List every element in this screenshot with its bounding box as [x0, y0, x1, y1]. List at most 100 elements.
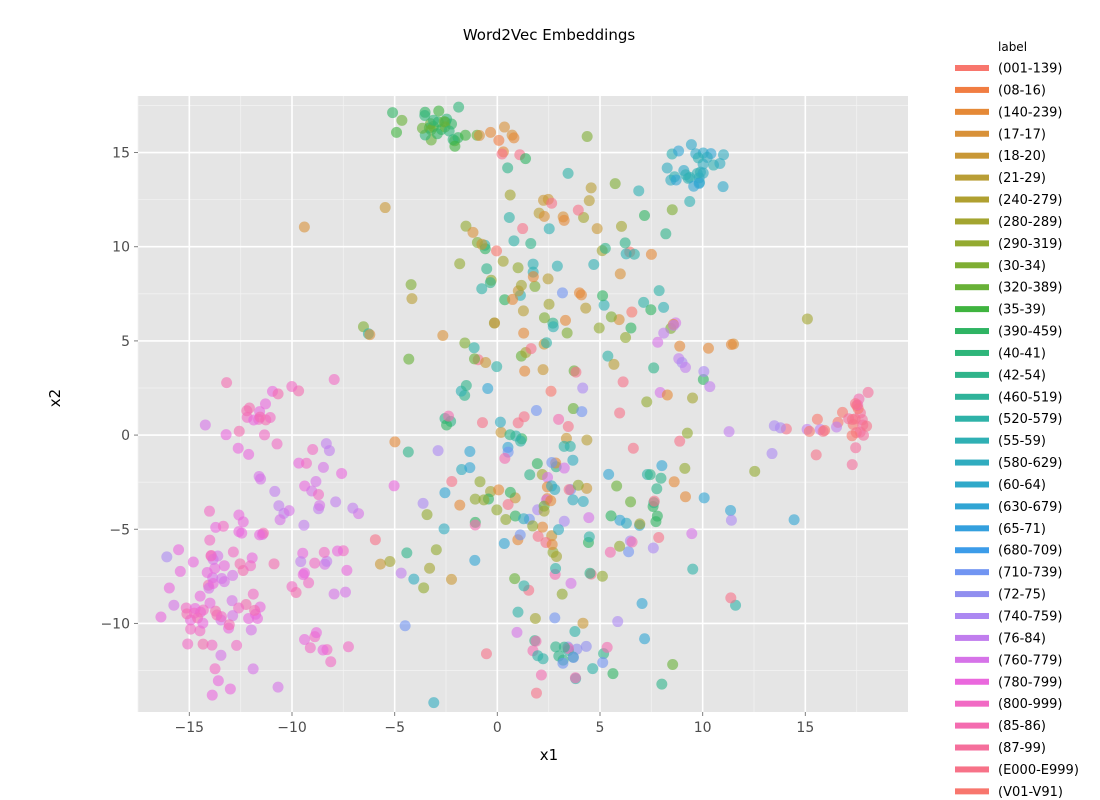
scatter-point: [619, 237, 631, 249]
legend-label: (55-59): [998, 434, 1046, 449]
scatter-point: [645, 304, 657, 316]
scatter-point: [403, 353, 415, 365]
scatter-point: [645, 248, 657, 260]
legend-label: (40-41): [998, 346, 1046, 361]
scatter-point: [596, 570, 608, 582]
legend-swatch: [955, 700, 989, 707]
scatter-point: [768, 420, 780, 432]
scatter-point: [674, 340, 686, 352]
scatter-point: [725, 504, 737, 516]
scatter-point: [325, 656, 337, 668]
scatter-point: [577, 496, 589, 508]
scatter-point: [585, 182, 597, 194]
scatter-point: [547, 321, 559, 333]
scatter-point: [476, 417, 488, 429]
scatter-point: [679, 491, 691, 503]
scatter-point: [443, 125, 455, 137]
legend-label: (65-71): [998, 522, 1046, 537]
scatter-point: [546, 456, 558, 468]
legend-swatch: [955, 613, 989, 619]
scatter-point: [512, 417, 524, 429]
scatter-point: [469, 554, 481, 566]
scatter-point: [511, 626, 523, 638]
scatter-point: [443, 410, 455, 422]
scatter-point: [203, 505, 215, 517]
scatter-point: [692, 152, 704, 164]
scatter-point: [603, 468, 615, 480]
scatter-point: [599, 242, 611, 254]
scatter-point: [515, 435, 527, 447]
scatter-point: [508, 132, 520, 144]
scatter-point: [553, 524, 565, 536]
scatter-point: [658, 327, 670, 339]
y-tick-label: 0: [121, 428, 130, 444]
legend-swatch: [955, 788, 989, 795]
scatter-point: [605, 311, 617, 323]
scatter-point: [655, 472, 667, 484]
scatter-point: [558, 462, 570, 474]
scatter-point: [438, 116, 450, 128]
scatter-point: [686, 528, 698, 540]
scatter-point: [627, 442, 639, 454]
scatter-point: [660, 228, 672, 240]
scatter-point: [684, 196, 696, 208]
legend-swatch: [955, 569, 989, 576]
scatter-point: [498, 121, 510, 133]
scatter-point: [515, 279, 527, 291]
scatter-point: [597, 656, 609, 668]
legend: (001-139) (08-16) (140-239) (17-17) (18-20) (…: [955, 62, 1079, 800]
scatter-point: [518, 327, 530, 339]
scatter-point: [687, 392, 699, 404]
legend-swatch: [955, 481, 989, 488]
scatter-point: [517, 223, 529, 235]
scatter-point: [725, 514, 737, 526]
scatter-point: [668, 319, 680, 331]
scatter-point: [441, 419, 453, 431]
scatter-point: [224, 683, 236, 695]
scatter-point: [551, 260, 563, 272]
scatter-point: [698, 365, 710, 377]
scatter-point: [419, 109, 431, 121]
scatter-point: [509, 510, 521, 522]
scatter-point: [623, 546, 635, 558]
scatter-point: [685, 139, 697, 151]
scatter-point: [639, 209, 651, 221]
scatter-point: [551, 550, 563, 562]
scatter-point: [433, 105, 445, 117]
scatter-point: [217, 520, 229, 532]
legend-label: (740-759): [998, 610, 1062, 625]
x-axis-ticks: −15 −10 −5 0 5 10 15: [175, 712, 814, 736]
scatter-point: [503, 212, 515, 224]
scatter-point: [801, 313, 813, 325]
scatter-point: [405, 279, 417, 291]
scatter-point: [499, 452, 511, 464]
scatter-point: [402, 446, 414, 458]
scatter-point: [518, 513, 530, 525]
legend-swatch: [955, 306, 989, 313]
scatter-point: [714, 157, 726, 169]
scatter-point: [454, 258, 466, 270]
legend-label: (290-319): [998, 237, 1062, 252]
scatter-point: [587, 663, 599, 675]
scatter-point: [546, 480, 558, 492]
scatter-point: [667, 658, 679, 670]
scatter-point: [243, 448, 255, 460]
scatter-points: [155, 101, 874, 709]
scatter-point: [384, 555, 396, 567]
scatter-point: [476, 283, 488, 295]
legend-title: label: [998, 40, 1027, 54]
scatter-point: [650, 516, 662, 528]
scatter-point: [680, 169, 692, 181]
scatter-point: [298, 519, 310, 531]
scatter-point: [609, 178, 621, 190]
scatter-point: [565, 577, 577, 589]
scatter-point: [201, 566, 213, 578]
scatter-point: [389, 436, 401, 448]
scatter-point: [542, 471, 554, 483]
scatter-point: [652, 336, 664, 348]
scatter-point: [504, 486, 516, 498]
legend-swatch: [955, 525, 989, 532]
scatter-point: [614, 540, 626, 552]
legend-label: (21-29): [998, 171, 1046, 186]
scatter-point: [615, 220, 627, 232]
